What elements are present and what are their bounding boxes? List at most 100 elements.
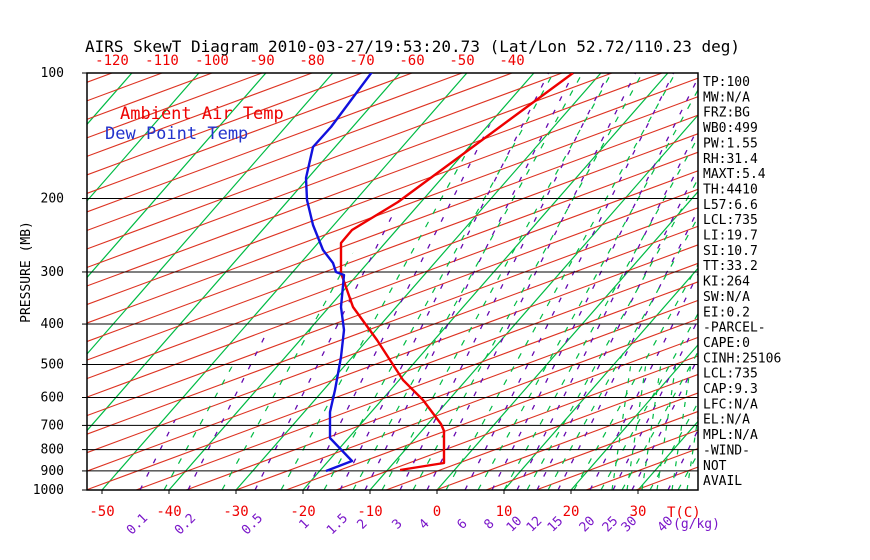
mixing-ratio-line bbox=[612, 73, 698, 490]
moist-adiabat-line bbox=[381, 73, 612, 490]
dry-adiabat-line bbox=[485, 410, 698, 490]
mixing-ratio-line bbox=[254, 73, 465, 490]
dry-adiabat-line bbox=[87, 207, 698, 435]
stats-panel-line: WB0:499 bbox=[703, 121, 758, 136]
dry-adiabat-line bbox=[87, 73, 463, 213]
top-temp-label: -90 bbox=[249, 53, 274, 69]
stats-panel-line: FRZ:BG bbox=[703, 106, 750, 121]
x-axis-mixing-unit: (g/kg) bbox=[673, 517, 720, 532]
moist-adiabat-line bbox=[600, 73, 698, 490]
mixing-ratio-line bbox=[364, 73, 575, 490]
mixing-ratio-line bbox=[139, 73, 350, 490]
pressure-tick-label: 1000 bbox=[33, 483, 64, 498]
dry-adiabat-line bbox=[235, 318, 698, 490]
moist-adiabat-line bbox=[323, 73, 554, 490]
top-temp-label: -60 bbox=[399, 53, 424, 69]
mixing-ratio-line bbox=[306, 73, 517, 490]
stats-panel-line: TT:33.2 bbox=[703, 259, 758, 274]
mixing-ratio-line bbox=[516, 73, 698, 490]
stats-panel-line: LFC:N/A bbox=[703, 397, 758, 412]
mixing-ratio-line bbox=[339, 73, 550, 490]
dry-adiabat-line bbox=[87, 73, 663, 287]
dry-adiabat-line bbox=[87, 188, 698, 417]
dry-adiabat-line bbox=[87, 73, 613, 269]
isotherm-line bbox=[570, 343, 698, 490]
dry-adiabat-line bbox=[87, 114, 698, 343]
bottom-temp-label: 30 bbox=[630, 504, 647, 520]
isotherm-line bbox=[503, 267, 698, 490]
dry-adiabat-line bbox=[385, 373, 698, 490]
mixing-ratio-line bbox=[187, 73, 398, 490]
stats-panel-line: CINH:25106 bbox=[703, 351, 781, 366]
isotherm-line bbox=[101, 73, 468, 490]
pressure-tick-label: 700 bbox=[41, 418, 64, 433]
stats-panel-line: CAP:9.3 bbox=[703, 382, 758, 397]
mixing-ratio-line bbox=[426, 73, 637, 490]
stats-panel-line: TH:4410 bbox=[703, 182, 758, 197]
dry-adiabat-line bbox=[87, 225, 698, 454]
stats-panel-line: MAXT:5.4 bbox=[703, 167, 766, 182]
dry-adiabat-line bbox=[87, 77, 698, 306]
vertical-green-dashed-line bbox=[611, 359, 633, 490]
top-temp-label: -40 bbox=[499, 53, 524, 69]
dry-adiabat-line bbox=[87, 244, 698, 472]
stats-panel-line: SW:N/A bbox=[703, 290, 750, 305]
isotherm-line bbox=[436, 190, 698, 490]
stats-panel-line: EI:0.2 bbox=[703, 305, 750, 320]
moist-adiabat-line bbox=[352, 73, 583, 490]
bottom-temp-label: 20 bbox=[563, 504, 580, 520]
bottom-temp-label: 10 bbox=[496, 504, 513, 520]
stats-panel-line: EL:N/A bbox=[703, 413, 750, 428]
moist-adiabat-line bbox=[221, 73, 452, 490]
dry-adiabat-line bbox=[285, 336, 698, 490]
top-temp-label: -70 bbox=[349, 53, 374, 69]
bottom-temp-label: -50 bbox=[89, 504, 114, 520]
dry-adiabat-line bbox=[87, 96, 698, 324]
mixing-ratio-label: 20 bbox=[577, 514, 599, 536]
stats-panel-line: -PARCEL- bbox=[703, 321, 766, 336]
moist-adiabat-line bbox=[649, 73, 698, 490]
vertical-green-dashed-line bbox=[641, 359, 663, 490]
dry-adiabat-line bbox=[87, 73, 363, 176]
dry-adiabat-line bbox=[87, 151, 698, 380]
y-axis-title: PRESSURE (MB) bbox=[19, 221, 34, 323]
dashed-lines-region bbox=[139, 73, 698, 490]
vertical-dashed-region bbox=[611, 359, 698, 490]
mixing-ratio-label: 6 bbox=[454, 516, 470, 532]
dry-adiabat-line bbox=[435, 392, 698, 490]
isotherm-line bbox=[369, 114, 698, 490]
pressure-tick-label: 200 bbox=[41, 192, 64, 207]
stats-panel-line: SI:10.7 bbox=[703, 244, 758, 259]
dry-adiabat-line bbox=[87, 73, 413, 194]
pressure-tick-label: 400 bbox=[41, 317, 64, 332]
skewt-background-grid bbox=[87, 73, 698, 490]
dry-adiabat-line bbox=[87, 262, 698, 490]
mixing-ratio-label: 0.1 bbox=[124, 511, 151, 538]
isotherm-line bbox=[302, 73, 669, 490]
mixing-ratio-label: 4 bbox=[416, 516, 432, 532]
mixing-ratio-line bbox=[491, 73, 698, 490]
stats-panel-line: TP:100 bbox=[703, 75, 750, 90]
bottom-temp-label: -20 bbox=[290, 504, 315, 520]
vertical-green-dashed-line bbox=[671, 359, 693, 490]
moist-adiabat-line bbox=[526, 73, 698, 490]
bottom-temp-label: -40 bbox=[156, 504, 181, 520]
dry-adiabat-line bbox=[87, 73, 513, 231]
top-temp-label: -100 bbox=[195, 53, 229, 69]
pressure-tick-label: 500 bbox=[41, 357, 64, 372]
pressure-tick-label: 100 bbox=[41, 66, 64, 81]
bottom-temp-label: -10 bbox=[357, 504, 382, 520]
stats-panel-line: LCL:735 bbox=[703, 367, 758, 382]
stats-panel-line: LI:19.7 bbox=[703, 229, 758, 244]
stats-panel-line: PW:1.55 bbox=[703, 136, 758, 151]
moist-adiabat-line bbox=[477, 73, 698, 490]
mixing-ratio-line bbox=[557, 73, 698, 490]
stats-panel-line: NOT bbox=[703, 459, 727, 474]
pressure-tick-label: 600 bbox=[41, 390, 64, 405]
stats-panel-line: KI:264 bbox=[703, 275, 750, 290]
dry-adiabat-line bbox=[185, 299, 698, 490]
moist-adiabat-line bbox=[445, 73, 676, 490]
mixing-ratio-line bbox=[589, 73, 698, 490]
